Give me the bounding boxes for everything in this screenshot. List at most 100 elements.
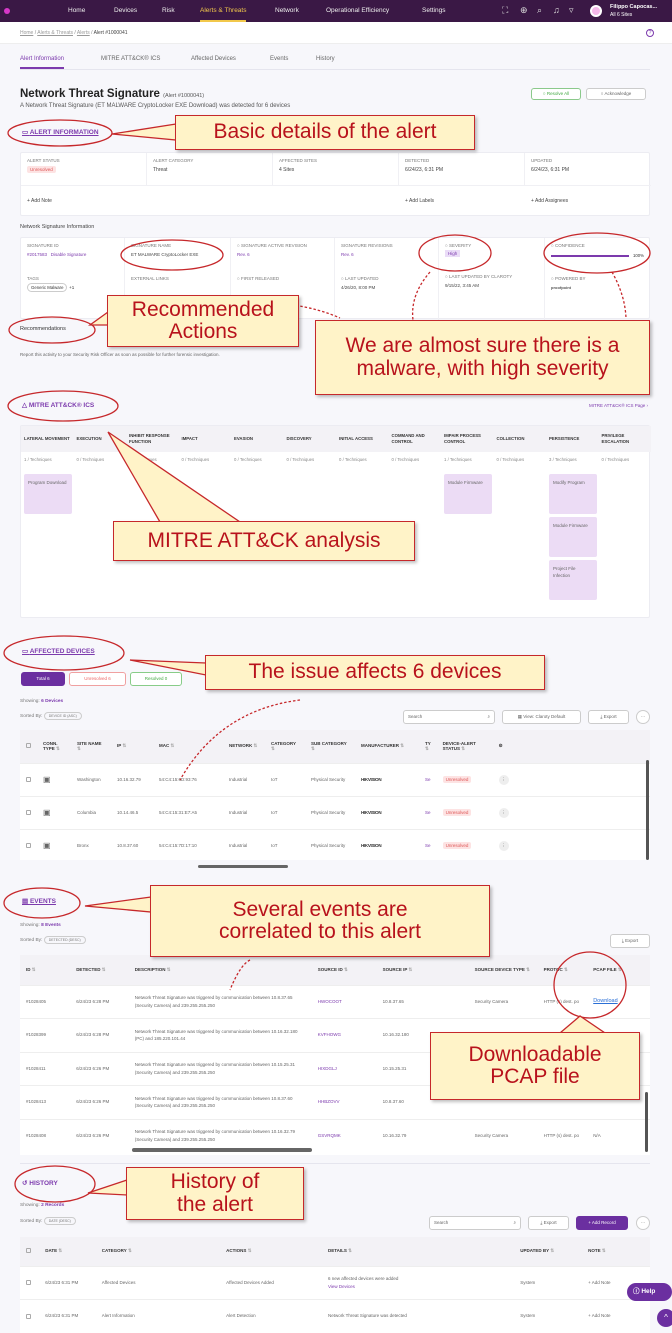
mitre-technique-card[interactable]: Module Firmware (444, 474, 492, 514)
row-menu-button[interactable]: ⋮ (498, 774, 509, 785)
breadcrumb-alerts[interactable]: Alerts (76, 30, 90, 36)
events-vertical-scrollbar[interactable] (645, 1092, 648, 1152)
column-header[interactable]: Sub Category ⇅ (305, 730, 355, 763)
history-search-input[interactable]: Search ⌕ (429, 1216, 521, 1230)
filter-resolved[interactable]: Resolved 0 (130, 672, 182, 686)
sort-chip[interactable]: DETECTED (DESC) (43, 936, 86, 944)
table-row[interactable]: 6/24/23 6:31 PM Alert Information Alert De… (20, 1299, 650, 1333)
pcap-download-link[interactable]: Download (587, 984, 650, 1019)
table-row[interactable]: 6/24/23 6:31 PM Affected Devices Affected … (20, 1265, 650, 1300)
source-id-link[interactable]: KVFHOWG (311, 1018, 377, 1052)
tab-history[interactable]: History (316, 56, 335, 62)
scroll-top-button[interactable]: ^ (657, 1309, 672, 1327)
nav-network[interactable]: Network (275, 7, 299, 14)
tab-mitre[interactable]: MITRE ATT&CK® ICS (101, 56, 161, 62)
more-options-button[interactable]: ··· (636, 710, 650, 724)
globe-icon[interactable]: ⊕ (520, 5, 528, 15)
column-header[interactable]: Source ID ⇅ (311, 955, 377, 985)
tab-affected-devices[interactable]: Affected Devices (191, 56, 236, 62)
column-header[interactable]: Protoc ⇅ (537, 955, 588, 985)
table-row[interactable]: #1028405 6/24/23 6:28 PM Network Threat Si… (20, 984, 650, 1019)
nav-settings[interactable]: Settings (422, 7, 446, 14)
nav-alerts-threats[interactable]: Alerts & Threats (200, 0, 247, 22)
add-assignees-button[interactable]: + Add Assignees (531, 198, 569, 204)
column-header[interactable]: Date ⇅ (39, 1237, 96, 1266)
column-header[interactable]: MAC ⇅ (153, 730, 223, 763)
source-id-link[interactable]: GSVRQMK (311, 1118, 377, 1153)
acknowledge-button[interactable]: ○ Acknowledge (586, 88, 646, 100)
source-id-link[interactable]: HHBZOVV (311, 1085, 377, 1119)
column-header[interactable]: Category ⇅ (265, 730, 305, 763)
column-header[interactable]: Manufacturer ⇅ (355, 730, 419, 763)
bell-icon[interactable]: ♫ (553, 5, 560, 15)
source-id-link[interactable]: HIXDGLJ (311, 1051, 377, 1086)
breadcrumb-home[interactable]: Home (20, 30, 34, 36)
column-header[interactable]: Conn. Type ⇅ (37, 730, 71, 763)
filter-total[interactable]: Total 6 (21, 672, 65, 686)
column-header[interactable]: Note ⇅ (582, 1237, 650, 1266)
column-header[interactable]: Source IP ⇅ (376, 955, 469, 985)
row-checkbox[interactable] (26, 809, 31, 815)
row-checkbox[interactable] (26, 776, 31, 782)
history-export-button[interactable]: ⤓ Export (528, 1216, 569, 1230)
select-all-checkbox[interactable] (26, 743, 31, 749)
tag-more[interactable]: +1 (69, 285, 75, 290)
row-menu-button[interactable]: ⋮ (498, 840, 509, 851)
tab-events[interactable]: Events (270, 56, 289, 62)
column-header[interactable]: Source Device Type ⇅ (468, 955, 538, 985)
column-header[interactable]: Device-Alert Status ⇅ (436, 730, 493, 763)
signature-id-link[interactable]: #2017583 (27, 252, 48, 257)
add-note-button[interactable]: + Add Note (582, 1265, 650, 1300)
tab-alert-information[interactable]: Alert Information (20, 56, 65, 69)
sort-chip[interactable]: DATE (DESC) (43, 1217, 76, 1225)
search-icon[interactable]: ⌕ (537, 5, 543, 15)
column-header[interactable]: Updated By ⇅ (514, 1237, 583, 1266)
mitre-page-link[interactable]: MITRE ATT&CK® ICS Page › (589, 403, 648, 408)
add-note-button[interactable]: + Add Note (582, 1299, 650, 1333)
help-circle-icon[interactable]: ? (646, 29, 654, 37)
table-row[interactable]: ▣ Bronx 10.8.37.60 54:C4:15:7D:17:10 Industr… (20, 828, 650, 860)
breadcrumb-alerts-threats[interactable]: Alerts & Threats (37, 30, 74, 36)
revisions-link[interactable]: Rev. 6 (341, 252, 354, 257)
mitre-technique-card[interactable]: Module Firmware (549, 517, 597, 557)
select-all-checkbox[interactable] (26, 1248, 31, 1254)
table-row[interactable]: #1028408 6/24/23 6:26 PM Network Threat Si… (20, 1118, 650, 1153)
filter-unresolved[interactable]: Unresolved 6 (69, 672, 126, 686)
column-header[interactable]: Site Name ⇅ (71, 730, 111, 763)
table-row[interactable]: ▣ Washington 10.16.32.79 54:C4:15:6D:93:76 I… (20, 762, 650, 796)
devices-horizontal-scrollbar[interactable] (198, 865, 288, 868)
nav-home[interactable]: Home (68, 7, 86, 14)
nav-risk[interactable]: Risk (162, 7, 175, 14)
active-revision-link[interactable]: Rev. 6 (237, 252, 250, 257)
user-name[interactable]: Filippo Capocas... (610, 4, 658, 10)
tag-chip[interactable]: Generic Malware (27, 283, 68, 292)
view-devices-link[interactable]: View Devices (327, 1283, 355, 1289)
column-header[interactable]: Actions ⇅ (220, 1237, 322, 1266)
table-row[interactable]: #1028413 6/24/23 6:26 PM Network Threat Si… (20, 1085, 650, 1119)
devices-search-input[interactable]: Search ⌕ (403, 710, 495, 724)
more-options-button[interactable]: ··· (636, 1216, 650, 1230)
events-horizontal-scrollbar[interactable] (132, 1148, 312, 1152)
mitre-technique-card[interactable]: Modify Program (549, 474, 597, 514)
column-header[interactable]: IP ⇅ (111, 730, 153, 763)
row-checkbox[interactable] (26, 1279, 31, 1285)
add-labels-button[interactable]: + Add Labels (405, 198, 435, 204)
add-record-button[interactable]: + Add Record (576, 1216, 628, 1230)
table-row[interactable]: ▣ Columbia 10.14.46.5 54:C4:15:31:E7:A5 Indu… (20, 795, 650, 829)
view-button[interactable]: ▦ View: Claroty Default (502, 710, 581, 724)
row-checkbox[interactable] (26, 842, 31, 848)
devices-export-button[interactable]: ⤓ Export (588, 710, 629, 724)
disable-signature-link[interactable]: Disable Signature (50, 252, 87, 257)
help-button[interactable]: ⓘ Help (627, 1283, 672, 1301)
nav-operational-efficiency[interactable]: Operational Efficiency (326, 7, 390, 14)
events-export-button[interactable]: ⤓ Export (610, 934, 650, 948)
avatar[interactable] (590, 5, 602, 17)
column-header[interactable]: Ty ⇅ (419, 730, 437, 763)
column-header[interactable]: Detected ⇅ (70, 955, 129, 985)
screen-icon[interactable]: ⛶ (502, 5, 509, 15)
row-checkbox[interactable] (26, 1313, 31, 1319)
mitre-technique-card[interactable]: Program Download (24, 474, 72, 514)
sort-chip[interactable]: DEVICE ID (ASC) (43, 712, 82, 720)
settings-icon[interactable]: ⚙ (492, 730, 650, 763)
column-header[interactable]: PCAP File ⇅ (587, 955, 650, 985)
